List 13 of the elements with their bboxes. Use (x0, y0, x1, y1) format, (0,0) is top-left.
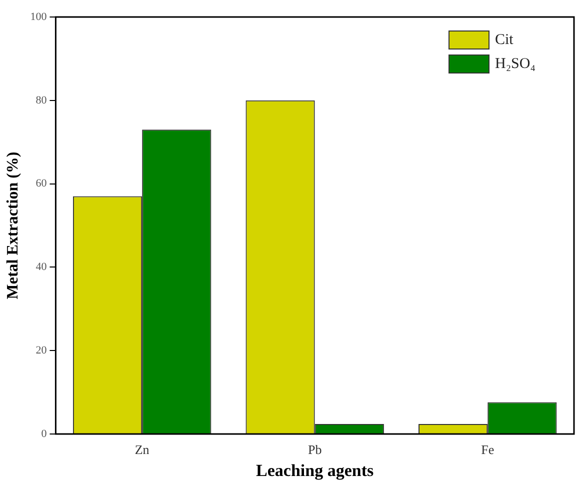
x-tick-label: Pb (308, 442, 322, 458)
y-tick-label: 20 (36, 344, 48, 356)
x-tick-label: Zn (134, 442, 150, 458)
y-tick-label: 40 (36, 261, 48, 274)
x-tick-label: Fe (481, 442, 494, 458)
legend-label: Cit (495, 32, 514, 48)
legend-label: H₂SO₄ (495, 56, 536, 72)
y-axis-title: Metal Extraction (%) (4, 152, 22, 300)
y-tick-label: 60 (36, 178, 48, 190)
x-axis-title: Leaching agents (256, 461, 374, 480)
y-tick-label: 80 (36, 94, 48, 106)
y-tick-label: 100 (30, 10, 48, 23)
y-tick-label: 0 (41, 428, 48, 440)
